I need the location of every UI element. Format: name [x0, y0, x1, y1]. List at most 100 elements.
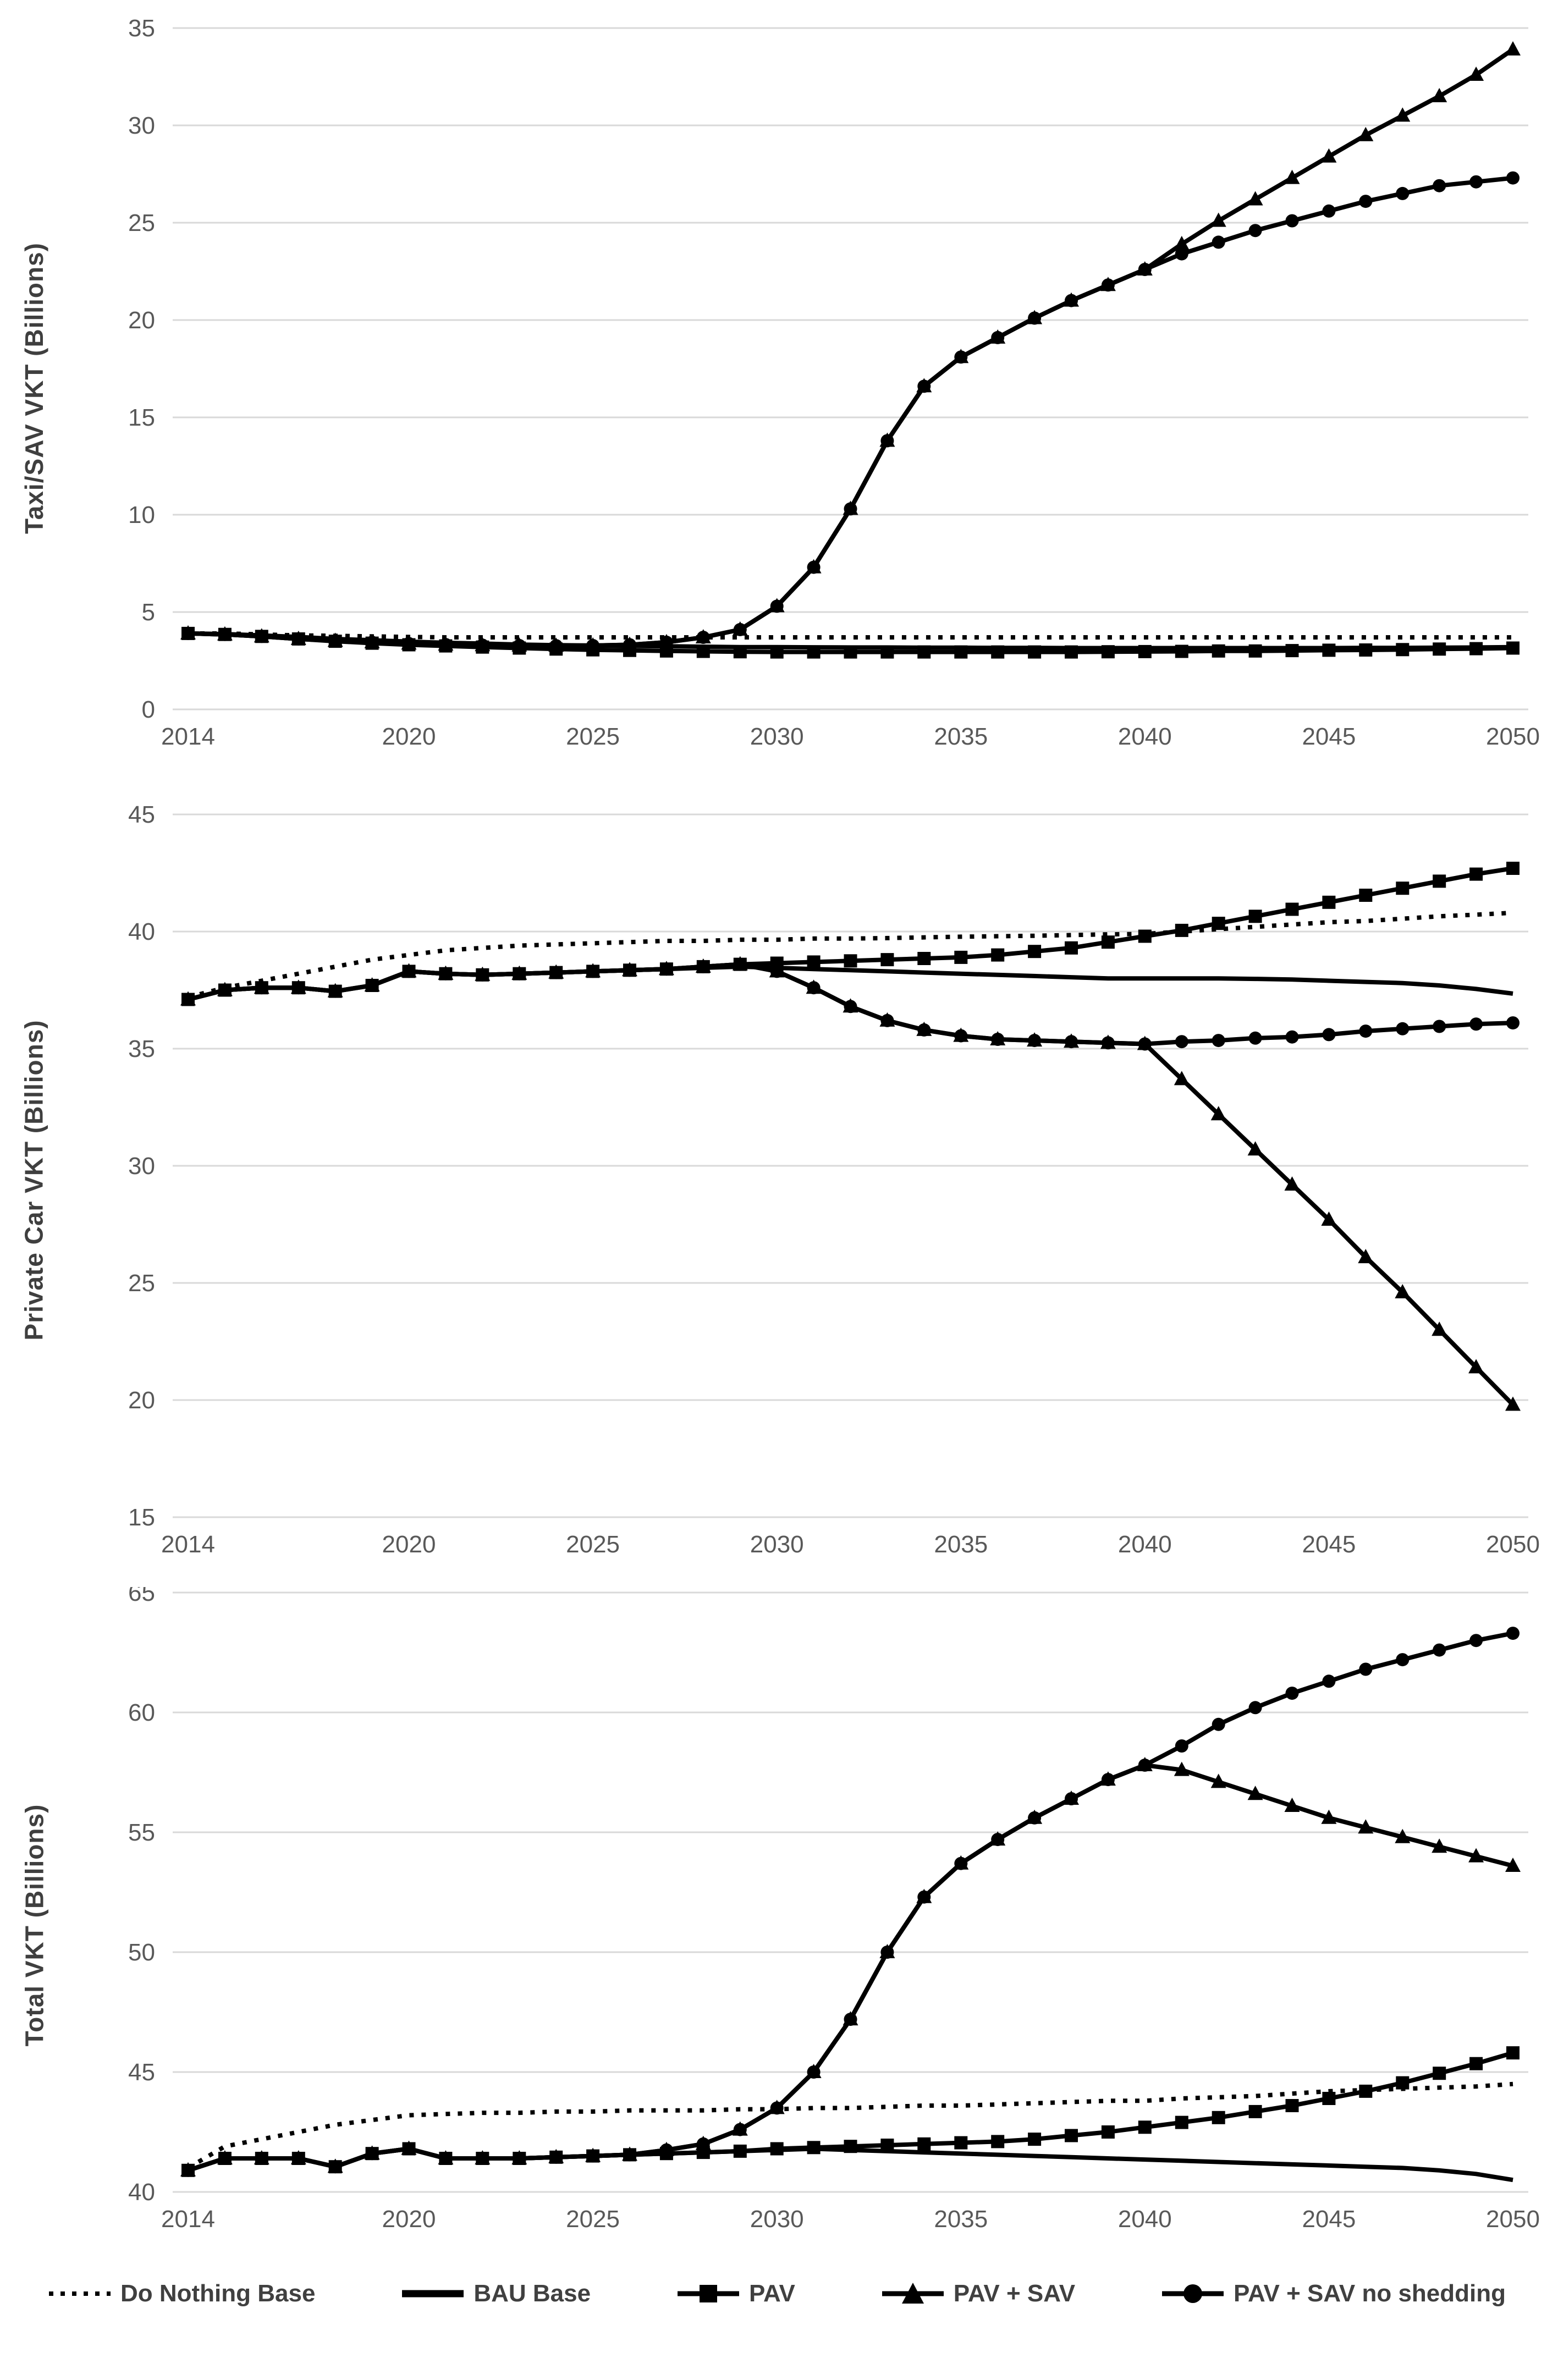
square-marker: [1138, 2120, 1152, 2134]
square-marker: [1285, 644, 1299, 658]
triangle-marker: [1247, 1141, 1263, 1156]
circle-marker: [255, 630, 268, 643]
y-tick-label: 40: [128, 918, 155, 945]
square-marker: [844, 645, 857, 659]
circle-marker: [991, 330, 1005, 344]
x-tick-label: 2050: [1486, 1531, 1540, 1558]
triangle-marker: [1395, 1828, 1411, 1843]
y-tick-label: 25: [128, 210, 155, 236]
square-marker: [917, 952, 931, 965]
circle-marker: [476, 638, 489, 652]
circle-marker: [181, 626, 195, 640]
square-marker: [991, 645, 1005, 659]
circle-marker: [402, 2142, 416, 2156]
triangle-marker: [1432, 1838, 1447, 1853]
circle-marker: [365, 635, 379, 649]
triangle-marker: [1468, 67, 1484, 81]
square-marker: [917, 645, 931, 659]
circle-marker: [1322, 204, 1336, 218]
circle-marker: [807, 560, 821, 574]
x-tick-label: 2030: [750, 723, 804, 750]
circle-marker: [1506, 1016, 1520, 1030]
circle-marker: [439, 967, 453, 980]
square-marker: [1359, 889, 1373, 902]
dotted-line-swatch: [49, 2291, 111, 2296]
circle-marker: [1138, 1758, 1152, 1772]
square-marker: [1359, 643, 1373, 657]
circle-marker: [328, 2160, 342, 2174]
circle-marker: [255, 2152, 268, 2165]
x-tick-label: 2040: [1118, 1531, 1172, 1558]
circle-marker: [1248, 224, 1262, 238]
x-tick-label: 2045: [1302, 1531, 1356, 1558]
circle-marker: [844, 1000, 857, 1013]
circle-marker: [1028, 311, 1042, 325]
square-marker: [1101, 935, 1115, 949]
circle-marker: [1359, 1662, 1373, 1676]
square-marker: [844, 2140, 857, 2153]
square-marker: [1469, 2057, 1483, 2070]
square-marker: [1212, 917, 1225, 930]
square-marker: [1065, 941, 1078, 955]
x-tick-label: 2030: [750, 2206, 804, 2233]
circle-marker: [1138, 263, 1152, 276]
y-tick-label: 5: [142, 599, 155, 626]
legend-label: Do Nothing Base: [120, 2280, 316, 2307]
square-marker: [1396, 643, 1410, 657]
x-tick-label: 2014: [161, 2206, 215, 2233]
y-axis-title: Private Car VKT (Billions): [20, 1020, 49, 1341]
square-marker: [1433, 874, 1446, 888]
y-tick-label: 35: [128, 1035, 155, 1062]
legend-label: PAV + SAV: [953, 2280, 1076, 2307]
triangle-marker: [1395, 107, 1411, 122]
x-tick-label: 2025: [566, 723, 620, 750]
square-marker: [770, 2142, 784, 2156]
x-tick-label: 2035: [934, 1531, 988, 1558]
x-tick-label: 2020: [382, 723, 436, 750]
y-axis-title: Total VKT (Billions): [20, 1804, 49, 2047]
square-marker: [1359, 2084, 1373, 2098]
circle-marker: [659, 2143, 673, 2157]
circle-marker: [1359, 195, 1373, 208]
circle-marker: [291, 2152, 305, 2165]
square-marker: [1065, 645, 1078, 659]
circle-marker: [1433, 179, 1446, 192]
circle-marker: [1101, 278, 1115, 292]
square-marker: [1138, 929, 1152, 943]
y-axis-title-column: Taxi/SAV VKT (Billions): [0, 243, 68, 534]
circle-marker: [1065, 294, 1078, 307]
triangle-marker: [1468, 1359, 1484, 1374]
circle-marker: [770, 599, 784, 613]
legend-item-pav: PAV: [675, 2280, 795, 2307]
circle-marker: [365, 979, 379, 992]
triangle-marker: [1247, 1786, 1263, 1800]
square-marker: [1248, 644, 1262, 658]
circle-marker: [1469, 1017, 1483, 1031]
square-marker: [1285, 902, 1299, 916]
circle-marker: [696, 631, 710, 644]
circle-marker: [844, 502, 857, 516]
triangle-marker: [1505, 41, 1521, 56]
circle-marker: [255, 981, 268, 995]
y-tick-label: 65: [128, 1587, 155, 1606]
circle-marker: [1285, 214, 1299, 228]
circle-marker: [623, 963, 636, 977]
triangle-marker: [1210, 1773, 1226, 1788]
circle-marker: [1506, 171, 1520, 185]
x-tick-label: 2020: [382, 2206, 436, 2233]
x-tick-label: 2014: [161, 723, 215, 750]
x-tick-label: 2045: [1302, 2206, 1356, 2233]
triangle-marker: [1284, 1176, 1300, 1191]
circle-marker: [476, 2152, 489, 2165]
circle-marker: [328, 984, 342, 998]
circle-marker: [402, 637, 416, 651]
circle-marker: [439, 2152, 453, 2165]
square-marker: [1248, 910, 1262, 923]
square-marker: [1322, 895, 1336, 909]
series-line-pav-sav: [188, 962, 1515, 1407]
y-tick-label: 45: [128, 801, 155, 828]
square-marker: [1433, 642, 1446, 656]
square-marker: [1175, 923, 1188, 937]
circle-marker: [1101, 1036, 1115, 1050]
